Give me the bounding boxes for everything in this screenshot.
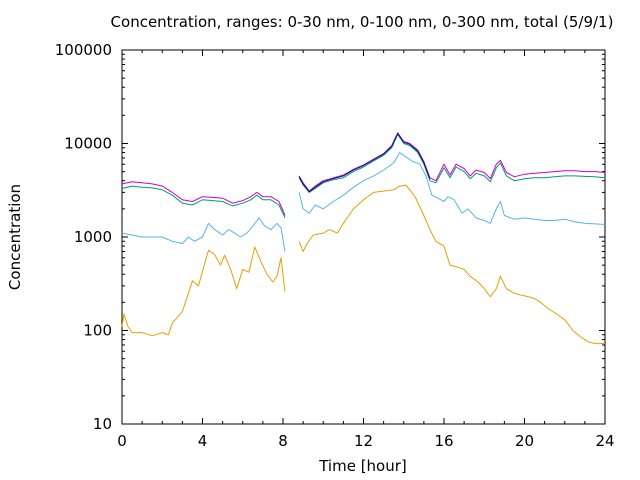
y-tick-label: 10000 [64, 135, 112, 153]
axis-ticks: 0 4 8 12 16 20 24 10 100 1000 10000 100000 [55, 41, 615, 450]
y-tick-label: 10 [93, 415, 112, 433]
data-series [121, 132, 606, 345]
series-line [121, 132, 606, 216]
y-tick-label: 100 [83, 322, 112, 340]
y-tick-label: 100000 [55, 41, 112, 59]
series-line [298, 133, 431, 193]
x-tick-label: 20 [515, 432, 534, 450]
x-tick-label: 4 [198, 432, 208, 450]
plot-frame [121, 49, 606, 425]
y-axis-label: Concentration [6, 184, 24, 290]
series-line [121, 152, 606, 252]
chart-title: Concentration, ranges: 0-30 nm, 0-100 nm… [111, 13, 614, 31]
x-tick-label: 24 [595, 432, 614, 450]
series-line [121, 184, 606, 345]
y-tick-label: 1000 [74, 228, 112, 246]
x-tick-label: 0 [117, 432, 127, 450]
x-tick-label: 8 [278, 432, 288, 450]
x-axis-label: Time [hour] [318, 457, 407, 475]
series-line [121, 133, 606, 219]
x-tick-label: 12 [354, 432, 373, 450]
x-tick-label: 16 [434, 432, 453, 450]
